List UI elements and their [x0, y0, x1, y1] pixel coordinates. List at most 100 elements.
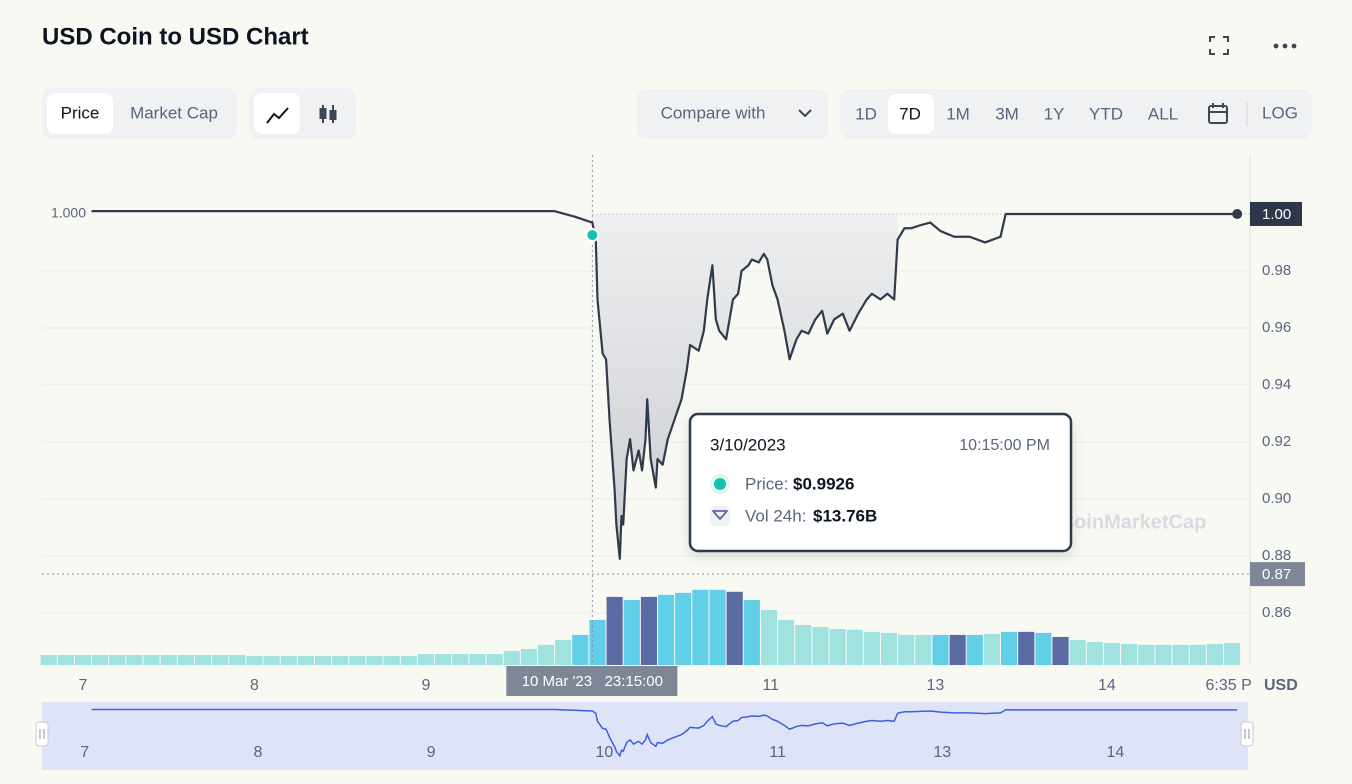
volume-bar: [846, 629, 863, 665]
navigator-tick-label: 14: [1107, 744, 1125, 761]
y-tick-label: 0.96: [1262, 319, 1291, 336]
volume-bar: [1172, 644, 1189, 665]
volume-bar: [194, 655, 212, 665]
x-tick-label: 7: [79, 677, 88, 694]
volume-bar: [315, 656, 332, 665]
volume-bar: [795, 624, 812, 665]
chevron: [798, 109, 812, 118]
vol-icon: [712, 510, 728, 520]
volume-bar: [898, 634, 915, 665]
tooltip: 3/10/2023 10:15:00 PM Price: $0.9926 Vol 24h…: [688, 412, 1073, 553]
tab[interactable]: Price: [61, 103, 100, 122]
chart-title: USD Coin to USD Chart: [42, 23, 309, 50]
range-button[interactable]: ALL: [1148, 104, 1178, 123]
tab-selected[interactable]: [47, 93, 113, 134]
range-button[interactable]: 7D: [899, 104, 921, 123]
handle-grip: [1244, 729, 1250, 739]
volume-bar: [92, 655, 109, 665]
volume-bar: [1086, 642, 1103, 665]
volume-bar: [1103, 643, 1121, 665]
range-button[interactable]: 1Y: [1044, 104, 1065, 123]
volume-bar: [675, 592, 692, 665]
range-button[interactable]: YTD: [1089, 104, 1123, 123]
x-tick-label: 13: [926, 677, 944, 694]
volume-bar: [726, 591, 743, 665]
y-tick-label: 0.88: [1262, 547, 1291, 564]
hover-point: [585, 228, 600, 243]
price-dot: [714, 478, 726, 490]
volume-value: $13.76B: [813, 506, 877, 525]
watermark: CoinMarketCap: [1060, 511, 1207, 533]
volume-bar: [555, 640, 572, 665]
volume-bar: [57, 655, 74, 665]
volume-bar: [709, 589, 726, 665]
navigator-tick-label: 11: [769, 744, 786, 761]
volume-bar: [452, 654, 469, 665]
compare-dropdown[interactable]: [637, 89, 828, 139]
navigator-handle[interactable]: [35, 721, 49, 747]
volume-bar: [1052, 636, 1069, 665]
x-tick-label: 11: [762, 677, 779, 694]
range-selected[interactable]: [888, 94, 934, 134]
volume-bar: [640, 596, 658, 665]
volume-label: Vol 24h:: [745, 506, 806, 525]
tab[interactable]: Market Cap: [130, 103, 218, 122]
dip-area: [592, 213, 898, 559]
volume-bar: [486, 654, 503, 665]
line-chart-button[interactable]: [254, 93, 300, 134]
volume-bar: [503, 650, 520, 665]
volume-bar: [280, 656, 297, 665]
volume-bar: [1001, 631, 1018, 665]
navigator-tick-label: 13: [933, 744, 951, 761]
y-tick-label: 0.90: [1262, 490, 1291, 507]
volume-bar: [1155, 644, 1172, 665]
volume-bar: [1018, 631, 1035, 665]
log-button[interactable]: LOG: [1262, 103, 1298, 122]
fullscreen-button[interactable]: [1209, 36, 1229, 55]
line-icon: [266, 107, 289, 124]
volume-bar: [332, 656, 349, 665]
tooltip-date: 3/10/2023: [710, 435, 786, 454]
navigator-handle[interactable]: [1240, 721, 1254, 747]
range-group: [840, 89, 1312, 139]
volume-bar: [949, 634, 966, 665]
y-tick-label: 0.98: [1262, 262, 1291, 279]
handle-grip: [39, 729, 45, 739]
crosshair-y-label: 0.87: [1262, 566, 1291, 583]
range-button[interactable]: 3M: [995, 104, 1019, 123]
navigator[interactable]: [42, 702, 1248, 770]
range-buttons: 1D 7D 1M 3M 1Y YTD ALL: [855, 104, 1178, 123]
volume-bar: [263, 656, 280, 665]
candle-chart-button[interactable]: [319, 105, 337, 123]
volume-bar: [932, 634, 949, 665]
volume-bar: [966, 634, 983, 665]
range-button[interactable]: 1D: [855, 104, 877, 123]
more-button[interactable]: [1273, 43, 1297, 49]
volume-bar: [177, 655, 194, 665]
x-tick-label: 14: [1098, 677, 1116, 694]
volume-bar: [229, 655, 246, 665]
volume-bar: [74, 655, 92, 665]
volume-bar: [692, 589, 709, 665]
volume-bar: [520, 648, 537, 665]
range-button[interactable]: 1M: [946, 104, 970, 123]
volume-bar: [109, 655, 126, 665]
volume-bar: [863, 631, 880, 665]
vol-icon-bg: [710, 506, 730, 526]
navigator-line: [91, 708, 1238, 758]
volume-bar: [658, 594, 675, 665]
volume-bar: [160, 655, 177, 665]
price-value: $0.9926: [793, 474, 854, 493]
volume-bar: [572, 634, 589, 665]
navigator-tick-label: 9: [427, 744, 436, 761]
crosshair-x-tag: [506, 666, 678, 696]
volume-bar: [1138, 644, 1155, 665]
navigator-tick-label: 10: [595, 744, 613, 761]
volume-bar: [915, 634, 932, 665]
calendar-button[interactable]: [1208, 103, 1228, 124]
x-tick-label: 8: [250, 677, 259, 694]
volume-bar: [469, 654, 486, 665]
y-tick-label: 0.94: [1262, 376, 1291, 393]
